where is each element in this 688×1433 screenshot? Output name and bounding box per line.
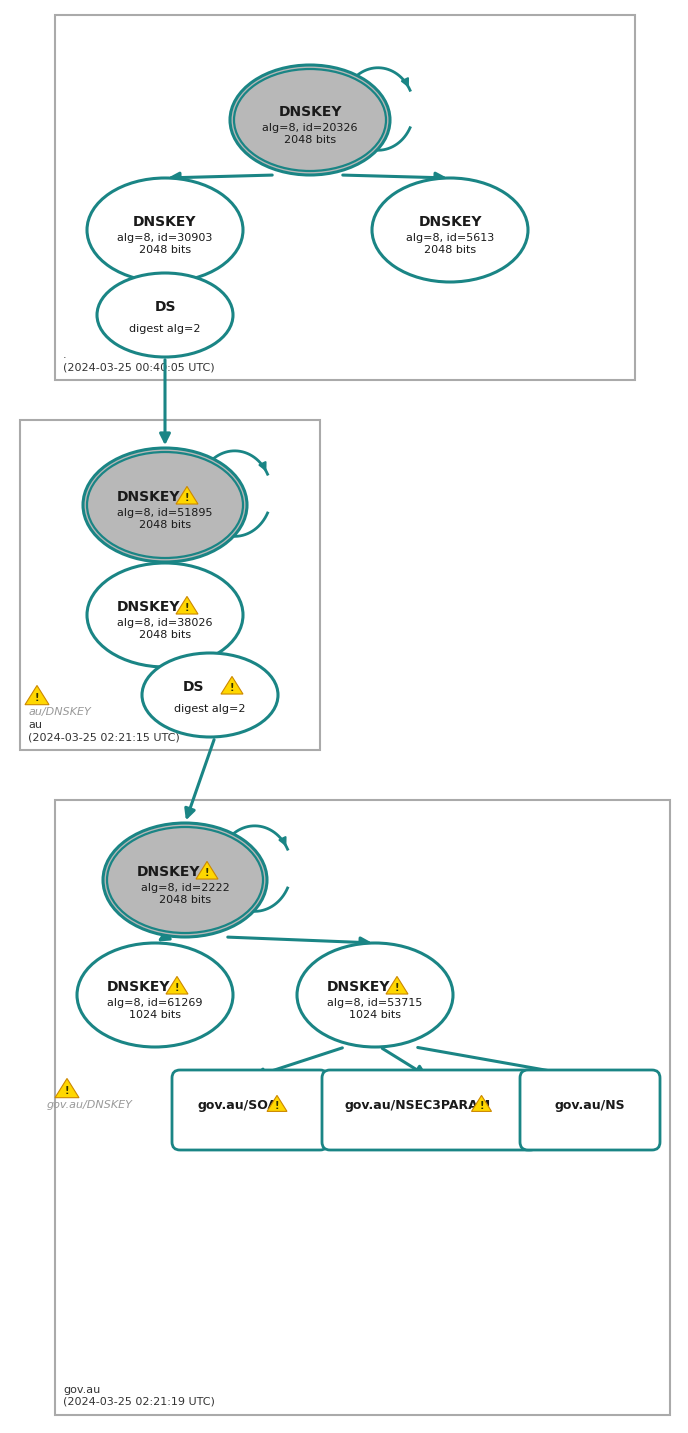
Ellipse shape (142, 653, 278, 737)
Polygon shape (166, 976, 188, 995)
Polygon shape (386, 976, 408, 995)
Polygon shape (176, 486, 198, 504)
Text: !: ! (65, 1086, 69, 1096)
FancyBboxPatch shape (322, 1070, 538, 1151)
Text: .
(2024-03-25 00:40:05 UTC): . (2024-03-25 00:40:05 UTC) (63, 351, 215, 373)
Polygon shape (267, 1095, 287, 1112)
Ellipse shape (83, 449, 247, 562)
Text: DNSKEY: DNSKEY (117, 600, 181, 613)
Polygon shape (471, 1095, 491, 1112)
Bar (55, 800, 670, 1414)
FancyBboxPatch shape (172, 1070, 328, 1151)
Text: au/DNSKEY: au/DNSKEY (29, 706, 92, 716)
Text: !: ! (230, 684, 234, 694)
Polygon shape (176, 596, 198, 613)
Text: DNSKEY: DNSKEY (327, 980, 391, 995)
Text: DS: DS (154, 299, 175, 314)
Ellipse shape (103, 823, 267, 937)
Ellipse shape (97, 274, 233, 357)
FancyBboxPatch shape (520, 1070, 660, 1151)
Bar (55, 14, 635, 380)
Text: alg=8, id=20326
2048 bits: alg=8, id=20326 2048 bits (262, 123, 358, 145)
Text: alg=8, id=2222
2048 bits: alg=8, id=2222 2048 bits (140, 883, 229, 904)
Text: !: ! (185, 603, 189, 613)
Text: DNSKEY: DNSKEY (117, 490, 181, 504)
Bar (20, 420, 320, 749)
Polygon shape (55, 1079, 79, 1098)
Text: DS: DS (183, 681, 205, 694)
Ellipse shape (87, 563, 243, 666)
Text: digest alg=2: digest alg=2 (174, 704, 246, 714)
Polygon shape (25, 685, 49, 705)
Text: alg=8, id=5613
2048 bits: alg=8, id=5613 2048 bits (406, 234, 494, 255)
Text: DNSKEY: DNSKEY (133, 215, 197, 229)
Text: !: ! (205, 868, 209, 878)
Text: alg=8, id=30903
2048 bits: alg=8, id=30903 2048 bits (118, 234, 213, 255)
Text: digest alg=2: digest alg=2 (129, 324, 201, 334)
Polygon shape (221, 676, 243, 694)
Text: !: ! (175, 983, 180, 993)
Text: !: ! (35, 694, 39, 704)
Text: gov.au
(2024-03-25 02:21:19 UTC): gov.au (2024-03-25 02:21:19 UTC) (63, 1386, 215, 1407)
Ellipse shape (230, 64, 390, 175)
Text: !: ! (480, 1101, 484, 1111)
Text: DNSKEY: DNSKEY (107, 980, 171, 995)
Polygon shape (196, 861, 218, 878)
Text: !: ! (395, 983, 399, 993)
Text: gov.au/NS: gov.au/NS (555, 1099, 625, 1112)
Text: DNSKEY: DNSKEY (418, 215, 482, 229)
Ellipse shape (77, 943, 233, 1048)
Text: DNSKEY: DNSKEY (278, 105, 342, 119)
Text: DNSKEY: DNSKEY (137, 866, 201, 878)
Ellipse shape (87, 178, 243, 282)
Ellipse shape (297, 943, 453, 1048)
Text: alg=8, id=53715
1024 bits: alg=8, id=53715 1024 bits (327, 999, 422, 1020)
Text: !: ! (185, 493, 189, 503)
Text: gov.au/SOA: gov.au/SOA (198, 1099, 278, 1112)
Text: alg=8, id=38026
2048 bits: alg=8, id=38026 2048 bits (117, 618, 213, 639)
Text: !: ! (275, 1101, 279, 1111)
Text: gov.au/DNSKEY: gov.au/DNSKEY (47, 1101, 133, 1111)
Text: au
(2024-03-25 02:21:15 UTC): au (2024-03-25 02:21:15 UTC) (28, 721, 180, 742)
Text: alg=8, id=51895
2048 bits: alg=8, id=51895 2048 bits (117, 509, 213, 530)
Text: gov.au/NSEC3PARAM: gov.au/NSEC3PARAM (345, 1099, 491, 1112)
Text: alg=8, id=61269
1024 bits: alg=8, id=61269 1024 bits (107, 999, 203, 1020)
Ellipse shape (372, 178, 528, 282)
